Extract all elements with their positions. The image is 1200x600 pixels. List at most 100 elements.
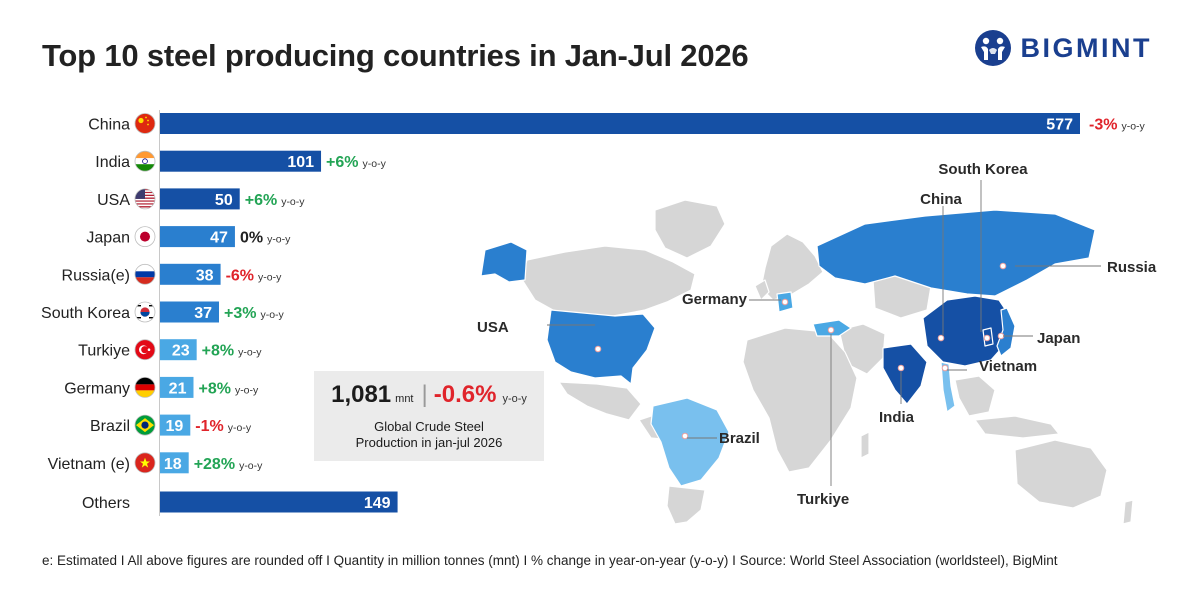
india-flag-icon (134, 150, 156, 172)
change-suffix-germany: y-o-y (235, 384, 259, 396)
brand-logo: BIGMINT (973, 28, 1153, 68)
global-total-box: 1,081 mnt | -0.6% y-o-y Global Crude Ste… (314, 371, 544, 461)
bigmint-logo-icon (974, 30, 1011, 66)
bar-value-china: 577 (1046, 117, 1073, 134)
map-labels: South Korea China Russia Germany USA Jap… (477, 161, 1157, 508)
new-zealand-shape (1122, 499, 1134, 525)
map-label-south-korea: South Korea (938, 161, 1028, 178)
change-suffix-turkiye: y-o-y (238, 347, 262, 359)
global-total-caption-line1: Global Crude Steel (374, 419, 484, 434)
change-suffix-south-korea: y-o-y (260, 309, 284, 321)
map-usa (546, 309, 656, 385)
map-label-vietnam: Vietnam (979, 358, 1037, 375)
bar-value-usa: 50 (215, 192, 233, 209)
madagascar-shape (860, 431, 870, 459)
map-label-china: China (920, 191, 962, 208)
bar-vietnam (160, 452, 189, 474)
map-india (882, 343, 928, 405)
global-total-unit: mnt (395, 393, 414, 405)
bar-value-japan: 47 (210, 230, 228, 247)
map-label-turkiye: Turkiye (797, 491, 849, 508)
change-label-turkiye: +8% (202, 343, 234, 360)
bar-others (160, 491, 398, 513)
world-map: South Korea China Russia Germany USA Jap… (477, 161, 1157, 525)
russia-flag-icon (134, 263, 156, 285)
bar-russia (160, 263, 221, 285)
south-america-south-shape (666, 485, 706, 525)
change-label-india: +6% (326, 154, 358, 171)
bar-india (160, 150, 322, 172)
brazil-flag-icon (134, 414, 156, 436)
global-total-change: -0.6% (433, 381, 497, 408)
category-label-japan: Japan (86, 230, 130, 247)
bar-value-india: 101 (287, 154, 314, 171)
canada-shape (520, 245, 696, 317)
southeast-asia-shape (954, 375, 996, 417)
bar-value-turkiye: 23 (172, 343, 190, 360)
map-label-usa: USA (477, 319, 509, 336)
category-label-usa: USA (97, 192, 130, 209)
map-label-india: India (879, 409, 915, 426)
change-label-japan: 0% (240, 230, 263, 247)
change-label-brazil: -1% (195, 418, 223, 435)
bar-turkiye (160, 339, 197, 361)
japan-flag-icon (134, 226, 156, 248)
greenland-shape (654, 199, 726, 259)
map-leader-lines (547, 180, 1101, 486)
map-label-brazil: Brazil (719, 430, 760, 447)
bar-brazil (160, 414, 191, 436)
indonesia-shape (974, 415, 1060, 439)
change-label-vietnam: +28% (194, 456, 235, 473)
category-label-others: Others (82, 495, 130, 512)
change-label-china: -3% (1089, 117, 1117, 134)
bar-japan (160, 226, 235, 248)
turkiye-flag-icon (134, 339, 156, 361)
bar-value-brazil: 19 (165, 418, 183, 435)
bar-usa (160, 188, 240, 210)
category-label-russia: Russia(e) (62, 267, 130, 284)
category-label-germany: Germany (64, 380, 130, 397)
change-suffix-china: y-o-y (1121, 121, 1145, 133)
category-label-vietnam: Vietnam (e) (48, 456, 130, 473)
global-total-value: 1,081 (331, 381, 392, 408)
map-label-germany: Germany (682, 291, 748, 308)
page-title: Top 10 steel producing countries in Jan-… (42, 38, 749, 73)
bar-south-korea (160, 301, 219, 323)
category-label-brazil: Brazil (90, 418, 130, 435)
global-total-caption-line2: Production in jan-jul 2026 (355, 435, 503, 450)
map-label-russia: Russia (1107, 259, 1157, 276)
map-brazil (650, 397, 730, 487)
map-japan (996, 307, 1016, 357)
map-pins (594, 262, 1007, 440)
vietnam-flag-icon (134, 452, 156, 474)
mexico-shape (558, 381, 642, 421)
change-label-south-korea: +3% (224, 305, 256, 322)
germany-flag-icon (134, 376, 156, 398)
global-total-separator: | (421, 381, 428, 408)
usa-flag-icon (134, 188, 156, 210)
bar-china (160, 113, 1080, 134)
map-vietnam (940, 361, 956, 413)
south-korea-flag-icon (134, 301, 156, 323)
bar-value-south-korea: 37 (194, 305, 212, 322)
change-suffix-usa: y-o-y (281, 196, 305, 208)
map-alaska (480, 241, 528, 283)
change-label-usa: +6% (245, 192, 277, 209)
uk-shape (754, 279, 770, 301)
change-label-russia: -6% (226, 267, 254, 284)
bar-value-russia: 38 (196, 267, 214, 284)
footnote: e: Estimated I All above figures are rou… (42, 553, 1058, 568)
bar-value-others: 149 (364, 495, 391, 512)
bar-germany (160, 376, 194, 398)
global-total-yoy: y-o-y (502, 393, 527, 405)
change-label-germany: +8% (198, 380, 230, 397)
map-label-japan: Japan (1037, 330, 1080, 347)
australia-shape (1014, 439, 1108, 509)
bar-value-germany: 21 (169, 380, 187, 397)
category-label-china: China (88, 117, 130, 134)
change-suffix-india: y-o-y (363, 158, 387, 170)
china-flag-icon (134, 113, 156, 134)
category-label-india: India (95, 154, 130, 171)
change-suffix-vietnam: y-o-y (239, 460, 263, 472)
